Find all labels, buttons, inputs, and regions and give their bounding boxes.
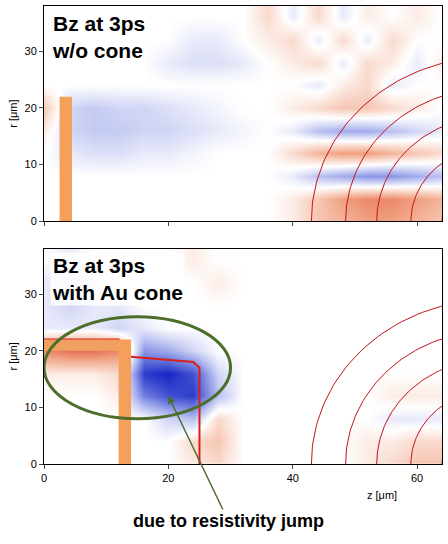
svg-text:10: 10 [25,158,37,170]
svg-text:40: 40 [287,472,299,484]
svg-text:Bz at 3psw/o cone: Bz at 3psw/o cone [52,12,145,62]
svg-text:30: 30 [25,45,37,57]
svg-text:z [μm]: z [μm] [367,489,397,501]
svg-text:30: 30 [25,288,37,300]
svg-text:20: 20 [25,102,37,114]
svg-text:r [μm]: r [μm] [7,342,19,370]
svg-text:10: 10 [25,401,37,413]
svg-text:Bz at 3pswith Au cone: Bz at 3pswith Au cone [52,254,183,304]
svg-text:60: 60 [411,472,423,484]
svg-text:20: 20 [162,472,174,484]
svg-text:0: 0 [31,215,37,227]
svg-text:r [μm]: r [μm] [7,99,19,127]
svg-text:20: 20 [25,345,37,357]
svg-text:0: 0 [31,458,37,470]
svg-text:0: 0 [41,472,47,484]
svg-text:due to resistivity jump: due to resistivity jump [133,511,324,531]
